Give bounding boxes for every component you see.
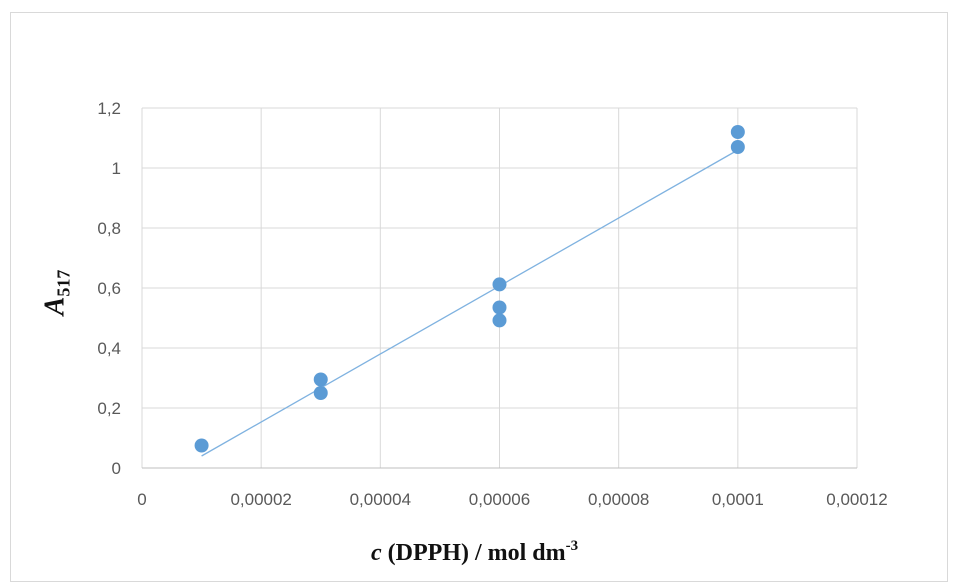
x-tick-label: 0,0001 xyxy=(712,490,764,509)
y-axis-label-var: A xyxy=(39,296,71,316)
axes xyxy=(141,108,857,469)
y-tick-label: 1,2 xyxy=(97,99,121,118)
x-axis-label-sup: -3 xyxy=(565,538,579,554)
data-points xyxy=(194,125,745,453)
y-tick-label: 0,2 xyxy=(97,399,121,418)
x-tick-label: 0,00012 xyxy=(826,490,887,509)
data-point xyxy=(492,277,507,292)
x-tick-label: 0,00008 xyxy=(588,490,649,509)
plot: 0 0,00002 0,00004 0,00006 0,00008 0,0001 0,000… xyxy=(97,99,887,509)
y-tick-label: 0,6 xyxy=(97,279,121,298)
y-axis-label-sub: 517 xyxy=(53,269,74,297)
y-tick-label: 1 xyxy=(112,159,121,178)
x-axis-label-text: (DPPH) / mol dm xyxy=(381,540,566,566)
data-point xyxy=(730,140,745,154)
x-axis-label-var: c xyxy=(371,540,382,566)
x-axis-label: c (DPPH) / mol dm-3 xyxy=(371,538,671,567)
data-point xyxy=(492,313,507,328)
data-point xyxy=(492,300,507,315)
chart-area: 0 0,00002 0,00004 0,00006 0,00008 0,0001 0,000… xyxy=(10,12,948,582)
y-tick-label: 0 xyxy=(112,459,121,478)
y-tick-label: 0,8 xyxy=(97,219,121,238)
data-point xyxy=(313,372,328,387)
x-tick-labels: 0 0,00002 0,00004 0,00006 0,00008 0,0001 0,000… xyxy=(137,490,887,509)
linear-trendline xyxy=(201,149,739,457)
y-tick-labels: 0 0,2 0,4 0,6 0,8 1 1,2 xyxy=(97,99,121,478)
x-tick-label: 0,00004 xyxy=(350,490,411,509)
data-point xyxy=(194,438,209,453)
y-tick-label: 0,4 xyxy=(97,339,121,358)
data-point xyxy=(313,386,328,400)
x-tick-label: 0 xyxy=(137,490,146,509)
trendline xyxy=(201,149,739,457)
data-point xyxy=(730,125,745,139)
x-tick-label: 0,00006 xyxy=(469,490,530,509)
y-axis-label: A517 xyxy=(40,238,75,348)
x-tick-label: 0,00002 xyxy=(230,490,291,509)
